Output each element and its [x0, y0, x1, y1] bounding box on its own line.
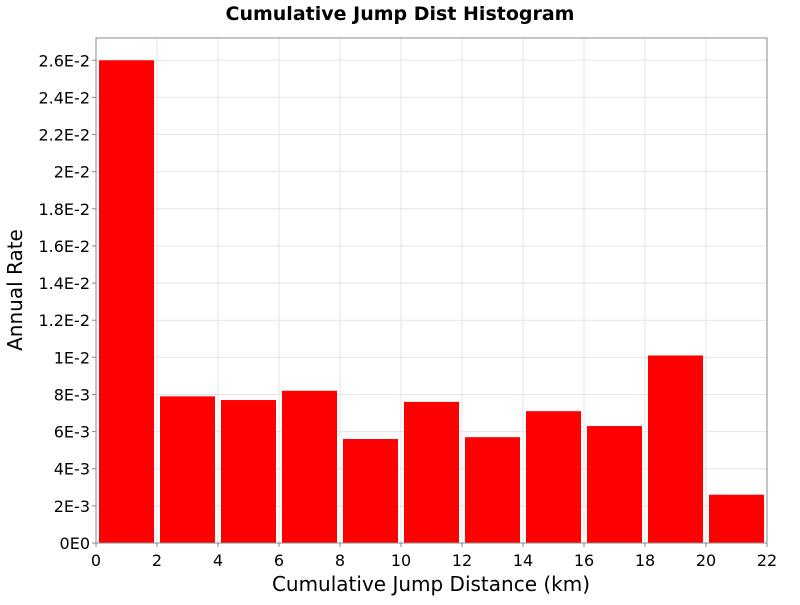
y-tick-label: 1E-2: [54, 348, 90, 367]
y-tick-label: 2.6E-2: [38, 51, 90, 70]
x-tick-label: 0: [91, 551, 101, 570]
y-tick-label: 6E-3: [54, 423, 90, 442]
y-tick-label: 1.2E-2: [38, 311, 90, 330]
histogram-bar: [709, 494, 764, 543]
x-tick-label: 16: [574, 551, 594, 570]
x-tick-label: 4: [213, 551, 223, 570]
x-tick-label: 22: [757, 551, 777, 570]
y-tick-label: 1.6E-2: [38, 237, 90, 256]
y-tick-label: 2.4E-2: [38, 88, 90, 107]
x-tick-label: 6: [274, 551, 284, 570]
y-tick-label: 2E-3: [54, 497, 90, 516]
plot-border: [95, 37, 768, 544]
x-axis-label: Cumulative Jump Distance (km): [272, 572, 590, 596]
axes: [95, 37, 768, 544]
y-tick-label: 4E-3: [54, 460, 90, 479]
histogram-bar: [343, 439, 398, 543]
y-tick-label: 2E-2: [54, 163, 90, 182]
y-axis-ticks: 0E0 2E-3 4E-3 6E-3 8E-3 1E-2 1.2E-2 1.4E-2 1.6E-…: [38, 51, 96, 553]
chart-title: Cumulative Jump Dist Histogram: [226, 3, 575, 25]
x-tick-label: 8: [335, 551, 345, 570]
histogram-bar: [648, 355, 703, 543]
x-tick-label: 14: [513, 551, 533, 570]
x-axis-ticks: 0 2 4 6 8 10 12 14 16 18 20 22: [91, 543, 777, 570]
histogram-bar: [221, 400, 276, 543]
x-tick-label: 18: [635, 551, 655, 570]
y-tick-label: 0E0: [60, 534, 90, 553]
x-tick-label: 10: [391, 551, 411, 570]
histogram-bar: [282, 390, 337, 543]
y-tick-label: 1.8E-2: [38, 200, 90, 219]
bars: [99, 60, 764, 543]
y-tick-label: 2.2E-2: [38, 126, 90, 145]
y-tick-label: 8E-3: [54, 385, 90, 404]
y-axis-label: Annual Rate: [3, 229, 27, 351]
x-tick-label: 2: [152, 551, 162, 570]
y-tick-label: 1.4E-2: [38, 274, 90, 293]
histogram-bar: [99, 60, 154, 543]
histogram-bar: [587, 426, 642, 543]
histogram-bar: [465, 437, 520, 543]
histogram-bar: [160, 396, 215, 543]
histogram-bar: [404, 401, 459, 543]
histogram-bar: [526, 411, 581, 543]
x-tick-label: 12: [452, 551, 472, 570]
x-tick-label: 20: [696, 551, 716, 570]
